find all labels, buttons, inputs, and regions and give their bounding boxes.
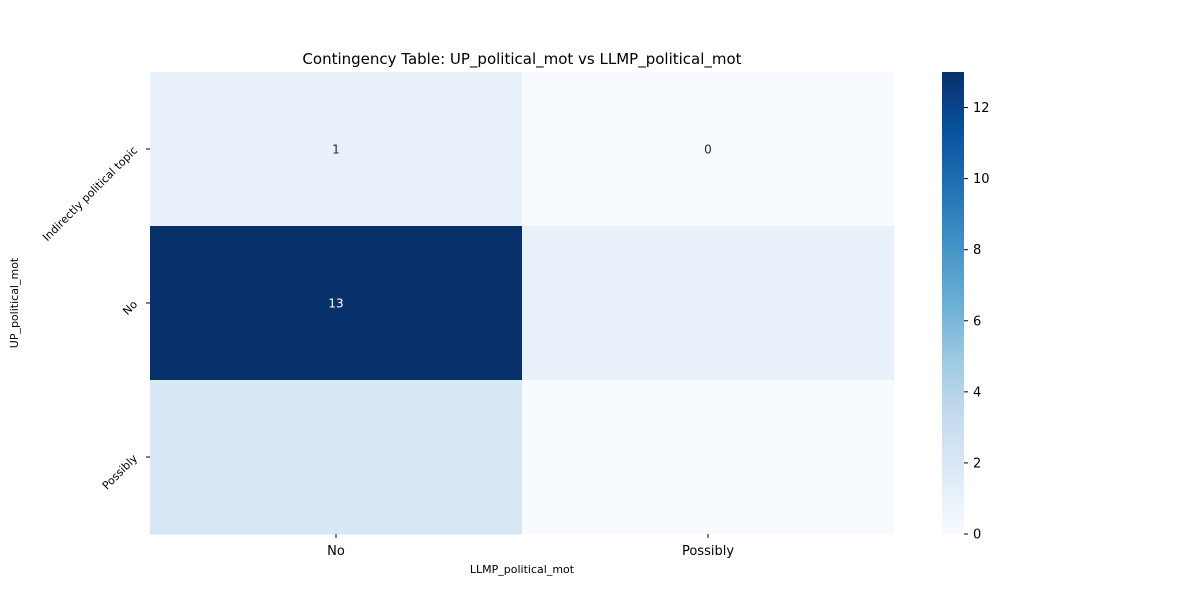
colorbar-gradient — [942, 72, 964, 534]
colorbar-tick-label: 4 — [973, 385, 981, 400]
colorbar-tick-label: 0 — [973, 528, 981, 543]
y-axis-label: UP_political_mot — [8, 257, 21, 348]
x-tick-label: No — [327, 544, 345, 559]
heatmap-cell — [522, 380, 895, 535]
y-tick-label: Possibly — [100, 452, 141, 493]
y-tick-label: Indirectly political topic — [40, 144, 140, 244]
y-tick-label: No — [120, 298, 140, 318]
y-axis: Indirectly political topic No Possibly — [40, 144, 150, 492]
chart-title: Contingency Table: UP_political_mot vs L… — [302, 50, 741, 69]
x-axis-label: LLMP_political_mot — [470, 563, 575, 576]
colorbar-tick-label: 12 — [973, 101, 990, 116]
cell-annotation: 0 — [704, 143, 712, 157]
colorbar-tick-label: 8 — [973, 243, 981, 258]
heatmap-cell — [150, 72, 523, 227]
x-axis: No Possibly — [327, 534, 734, 559]
colorbar-tick-label: 2 — [973, 456, 981, 471]
heatmap-cells — [150, 72, 895, 535]
heatmap-cell — [150, 380, 523, 535]
colorbar-tick-label: 6 — [973, 314, 981, 329]
heatmap-cell — [522, 226, 895, 381]
cell-annotation: 13 — [328, 297, 343, 311]
heatmap-cell — [150, 226, 523, 381]
cell-annotation: 1 — [332, 143, 340, 157]
cell-annotations: 1 0 13 — [328, 143, 711, 311]
colorbar-tick-label: 10 — [973, 172, 990, 187]
colorbar: 0 2 4 6 8 10 12 — [942, 72, 990, 543]
heatmap-cell — [522, 72, 895, 227]
x-tick-label: Possibly — [682, 544, 734, 559]
